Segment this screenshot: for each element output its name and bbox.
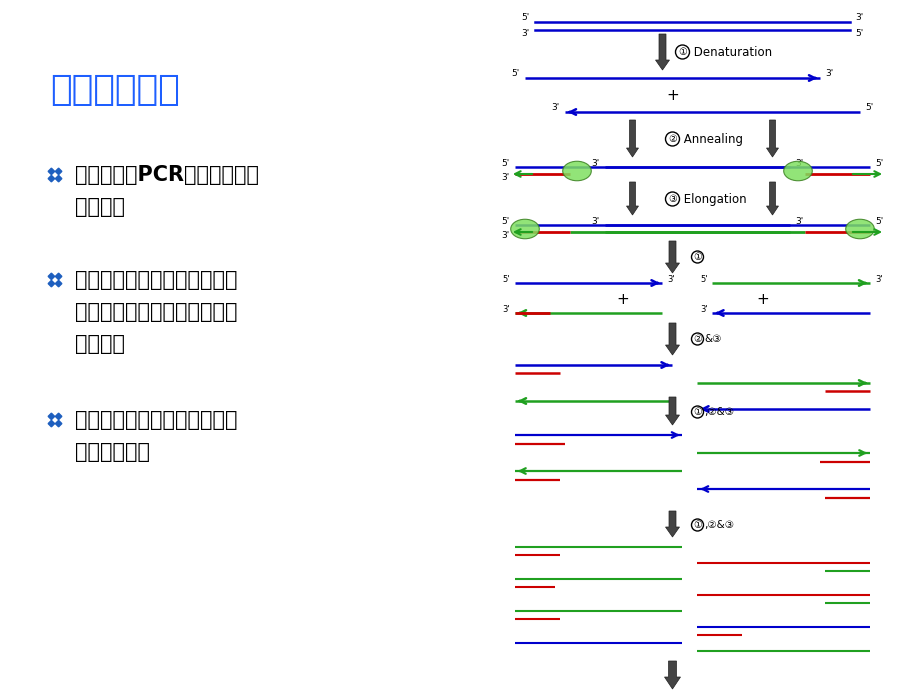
Text: 5': 5' [511,70,519,79]
Polygon shape [55,280,62,287]
Text: 5': 5' [502,275,509,284]
Text: 3': 3' [501,230,509,239]
Ellipse shape [510,219,539,239]
Polygon shape [48,280,54,287]
Text: 3': 3' [699,304,707,313]
Text: ①: ① [692,520,701,530]
Text: 5': 5' [874,217,882,226]
Polygon shape [55,175,62,182]
Polygon shape [48,168,54,175]
Text: 5': 5' [501,217,509,226]
Text: 3': 3' [502,304,509,313]
Text: 5': 5' [854,28,862,37]
Circle shape [691,519,703,531]
Text: +: + [616,291,629,306]
Text: 3': 3' [824,70,833,79]
FancyArrow shape [664,511,679,537]
Text: 学习和掌握限制性内切酶双酶: 学习和掌握限制性内切酶双酶 [75,270,237,290]
Text: 3': 3' [521,28,529,37]
Ellipse shape [783,161,811,181]
FancyArrow shape [766,120,777,157]
Text: 实验技术: 实验技术 [75,197,125,217]
Text: 理和实验技术: 理和实验技术 [75,442,150,462]
Text: +: + [755,291,768,306]
Ellipse shape [845,219,873,239]
Polygon shape [55,413,62,420]
Text: ①: ① [677,47,686,57]
Circle shape [664,192,679,206]
Text: ②: ② [692,334,701,344]
Text: 5': 5' [699,275,707,284]
FancyArrow shape [664,397,679,425]
Text: 5': 5' [521,14,529,23]
Text: 5': 5' [501,159,509,168]
FancyArrow shape [766,182,777,215]
Text: 3': 3' [501,172,509,181]
Text: 掌握琏脂糖凝胶电泳的基本原: 掌握琏脂糖凝胶电泳的基本原 [75,410,237,430]
Text: 3': 3' [794,159,802,168]
Circle shape [664,132,679,146]
Text: 3': 3' [854,14,862,23]
Text: 5': 5' [874,159,882,168]
Text: +: + [665,88,678,104]
FancyArrow shape [626,182,638,215]
Polygon shape [55,420,62,427]
FancyArrow shape [654,34,669,70]
FancyArrow shape [626,120,638,157]
FancyArrow shape [664,323,679,355]
FancyArrow shape [664,241,679,273]
Text: ①: ① [692,252,701,262]
Text: 3': 3' [667,275,675,284]
Text: 实验技术: 实验技术 [75,334,125,354]
Circle shape [675,45,688,59]
Polygon shape [55,273,62,279]
Text: Annealing: Annealing [680,132,743,146]
Text: 3': 3' [794,217,802,226]
Text: 5': 5' [864,104,872,112]
Polygon shape [55,168,62,175]
Polygon shape [48,273,54,279]
Text: 3': 3' [591,159,599,168]
Polygon shape [48,420,54,427]
Text: ,②&③: ,②&③ [704,407,733,417]
Text: 一、实验目的: 一、实验目的 [50,73,179,107]
Text: 3': 3' [591,217,599,226]
Text: Denaturation: Denaturation [690,46,772,59]
Text: ③: ③ [667,194,676,204]
Circle shape [691,406,703,418]
Text: 3': 3' [551,104,560,112]
Text: ①: ① [692,407,701,417]
Text: Elongation: Elongation [680,193,746,206]
Polygon shape [48,413,54,420]
Circle shape [691,251,703,263]
FancyArrow shape [664,661,680,689]
Text: &③: &③ [704,334,721,344]
Ellipse shape [562,161,591,181]
Text: ,②&③: ,②&③ [704,520,733,530]
Text: ②: ② [667,134,676,144]
Text: 3': 3' [874,275,881,284]
Polygon shape [48,175,54,182]
Text: 学习和掌握PCR的基本原理和: 学习和掌握PCR的基本原理和 [75,165,259,185]
Circle shape [691,333,703,345]
Text: 切鉴定转化产物的基本原理和: 切鉴定转化产物的基本原理和 [75,302,237,322]
